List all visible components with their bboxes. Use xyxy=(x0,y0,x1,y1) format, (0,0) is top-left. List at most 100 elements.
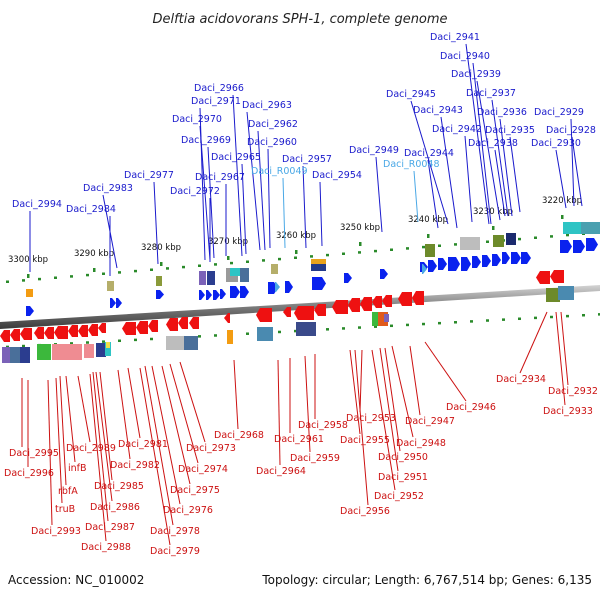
reverse-scale-dot xyxy=(390,324,393,328)
reverse-gene-label: Daci_2985 xyxy=(94,481,144,492)
scale-tick-mark xyxy=(427,234,430,238)
forward-scale-dot xyxy=(214,263,217,266)
forward-gene-arrow xyxy=(511,252,521,264)
reverse-gene-leader-line xyxy=(409,345,421,416)
reverse-gene-label: Daci_2987 xyxy=(85,522,135,533)
reverse-gene-label: Daci_2947 xyxy=(405,416,455,427)
forward-gene-label: Daci_R0048 xyxy=(383,159,440,170)
scale-tick-label: 3230 kbp xyxy=(473,207,513,217)
reverse-scale-dot xyxy=(342,327,345,330)
reverse-gene-leader-line xyxy=(92,371,109,522)
annotation-block xyxy=(240,268,249,282)
forward-gene-leader-line xyxy=(232,94,243,257)
reverse-gene-label: Daci_2959 xyxy=(290,453,340,464)
annotation-block xyxy=(105,342,111,356)
forward-scale-dot xyxy=(342,252,345,255)
forward-gene-label: Daci_2942 xyxy=(432,124,482,135)
reverse-gene-label: Daci_2968 xyxy=(214,430,264,441)
reverse-gene-label: Daci_2986 xyxy=(90,502,140,513)
forward-gene-label: Daci_2965 xyxy=(211,152,261,163)
forward-scale-dot xyxy=(134,269,137,273)
reverse-gene-label: Daci_2975 xyxy=(170,485,220,496)
forward-gene-leader-line xyxy=(246,111,261,251)
forward-gene-arrow xyxy=(116,298,122,308)
annotation-block xyxy=(26,289,33,297)
annotation-block xyxy=(563,222,581,234)
reverse-gene-label: Daci_2979 xyxy=(150,546,200,557)
annotation-block xyxy=(37,344,51,360)
reverse-gene-label: Daci_2996 xyxy=(4,468,54,479)
reverse-gene-arrow xyxy=(178,317,188,329)
reverse-gene-label: truB xyxy=(55,504,75,515)
forward-gene-arrow xyxy=(240,286,249,298)
reverse-gene-arrow xyxy=(283,307,291,317)
scale-tick-mark xyxy=(359,242,362,246)
reverse-gene-arrow xyxy=(44,327,54,339)
forward-gene-label: Daci_2963 xyxy=(242,100,292,111)
reverse-gene-leader-line xyxy=(304,355,311,453)
forward-scale-dot xyxy=(6,280,9,283)
reverse-gene-leader-line xyxy=(127,367,141,439)
reverse-gene-arrow xyxy=(332,300,348,314)
annotation-block xyxy=(156,276,162,286)
forward-scale-dot xyxy=(550,235,553,238)
forward-scale-dot xyxy=(38,277,41,281)
forward-strand-band xyxy=(0,232,600,312)
reverse-gene-arrow xyxy=(88,324,98,336)
reverse-gene-label: Daci_2982 xyxy=(110,460,160,471)
annotation-block xyxy=(227,330,233,344)
forward-gene-label: Daci_2930 xyxy=(531,138,581,149)
scale-tick-label: 3290 kbp xyxy=(74,249,114,259)
forward-scale-dot xyxy=(438,244,441,247)
forward-scale-dot xyxy=(166,267,169,270)
reverse-gene-leader-line xyxy=(371,349,396,491)
forward-gene-arrow xyxy=(213,290,220,300)
forward-scale-dot xyxy=(118,271,121,274)
forward-gene-leader-line xyxy=(410,100,449,225)
reverse-gene-leader-line xyxy=(519,311,548,374)
gene-labels-layer: Daci_2994 Daci_2984 Daci_2983 Daci_2977 Daci… xyxy=(4,32,598,557)
forward-gene-leader-line xyxy=(555,149,567,209)
forward-gene-arrow xyxy=(344,273,352,283)
reverse-gene-leader-line xyxy=(55,377,63,504)
forward-scale-dot xyxy=(54,276,57,279)
feature-layer xyxy=(0,222,600,363)
annotation-block xyxy=(166,336,184,350)
forward-gene-leader-line xyxy=(570,118,575,207)
forward-gene-arrow xyxy=(573,240,585,253)
forward-gene-arrow xyxy=(275,282,280,292)
reverse-gene-leader-line xyxy=(95,371,113,502)
forward-gene-label: Daci_2929 xyxy=(534,107,584,118)
reverse-gene-leader-line xyxy=(89,373,107,542)
reverse-gene-label: Daci_2948 xyxy=(396,438,446,449)
reverse-scale-dot xyxy=(150,337,153,341)
forward-scale-dot xyxy=(566,233,569,237)
reverse-gene-leader-line xyxy=(179,361,206,443)
forward-gene-leader-line xyxy=(440,116,458,229)
reverse-gene-leader-line xyxy=(169,363,199,464)
reverse-scale-dot xyxy=(486,319,489,322)
reverse-gene-leader-line xyxy=(359,349,363,413)
reverse-scale-dot xyxy=(86,341,89,344)
forward-scale-dot xyxy=(518,237,521,241)
diagram-title: Delftia acidovorans SPH-1, complete geno… xyxy=(152,12,447,27)
annotation-block xyxy=(384,314,389,322)
annotation-block xyxy=(207,271,215,285)
forward-gene-label: Daci_2935 xyxy=(485,125,535,136)
forward-gene-label: Daci_2972 xyxy=(170,186,220,197)
reverse-gene-arrow xyxy=(68,325,78,337)
reverse-gene-leader-line xyxy=(560,311,569,386)
reverse-gene-arrow xyxy=(382,295,392,307)
reverse-gene-label: Daci_2953 xyxy=(346,413,396,424)
reverse-gene-leader-line xyxy=(77,375,91,443)
annotation-block xyxy=(506,233,516,245)
annotation-block xyxy=(184,336,198,350)
scale-tick-mark xyxy=(227,256,230,260)
forward-scale-dot xyxy=(230,261,233,265)
forward-gene-arrow xyxy=(586,238,598,251)
reverse-scale-dot xyxy=(326,328,329,331)
reverse-scale-dot xyxy=(278,330,281,334)
forward-gene-label: Daci_2937 xyxy=(466,88,516,99)
reverse-gene-leader-line xyxy=(151,365,181,505)
reverse-gene-label: Daci_2932 xyxy=(548,386,598,397)
